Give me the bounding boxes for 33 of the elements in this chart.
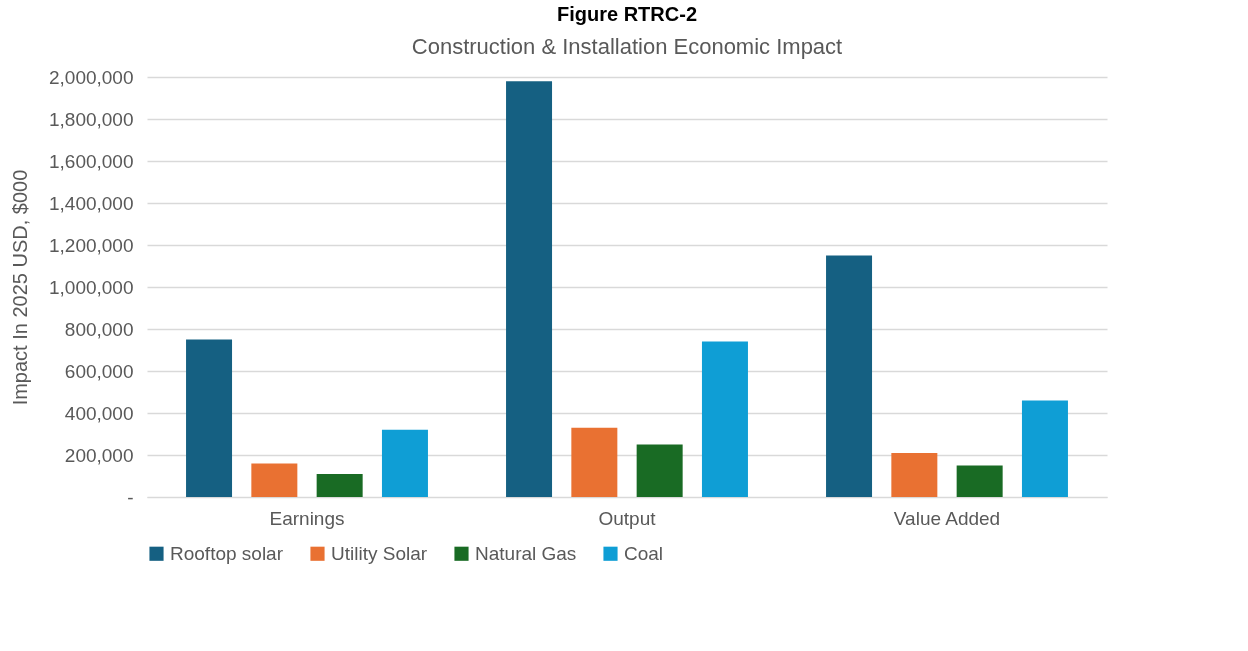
y-tick-label: - <box>127 486 134 508</box>
bar <box>316 473 363 497</box>
y-tick-label: 1,200,000 <box>48 234 134 256</box>
y-tick-label: 600,000 <box>64 360 134 382</box>
bar <box>701 341 748 497</box>
x-tick-label: Earnings <box>269 507 345 529</box>
chart-subtitle: Construction & Installation Economic Impact <box>411 34 843 59</box>
chart-title: Figure RTRC-2 <box>557 3 697 25</box>
y-axis-title: Impact In 2025 USD, $000 <box>8 169 31 406</box>
legend-label: Natural Gas <box>475 542 577 564</box>
bar <box>891 452 938 497</box>
y-tick-label: 1,800,000 <box>48 108 134 130</box>
y-tick-label: 1,600,000 <box>48 150 134 172</box>
x-tick-label: Value Added <box>893 507 1001 529</box>
bar <box>251 463 298 497</box>
legend-label: Coal <box>624 542 664 564</box>
y-tick-label: 1,400,000 <box>48 192 134 214</box>
bar <box>636 444 683 497</box>
legend-label: Rooftop solar <box>170 542 284 564</box>
bar <box>506 81 553 497</box>
y-tick-label: 400,000 <box>64 402 134 424</box>
legend-label: Utility Solar <box>331 542 428 564</box>
y-tick-label: 1,000,000 <box>48 276 134 298</box>
bar <box>956 465 1003 497</box>
y-tick-label: 2,000,000 <box>48 66 134 88</box>
bar <box>1021 400 1068 497</box>
bar <box>381 429 428 497</box>
y-tick-label: 200,000 <box>64 444 134 466</box>
bar <box>186 339 233 497</box>
y-tick-label: 800,000 <box>64 318 134 340</box>
bar <box>826 255 873 497</box>
x-tick-label: Output <box>598 507 657 529</box>
bar <box>571 427 618 497</box>
